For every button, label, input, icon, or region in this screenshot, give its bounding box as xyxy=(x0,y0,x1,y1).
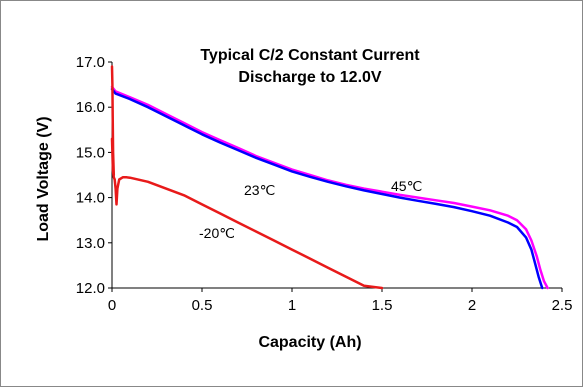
x-tick-label: 1 xyxy=(288,297,296,314)
y-tick-label: 17.0 xyxy=(76,54,105,71)
y-tick-label: 13.0 xyxy=(76,235,105,252)
annotation-23c: 23℃ xyxy=(244,182,275,198)
y-tick-label: 15.0 xyxy=(76,144,105,161)
x-axis-label: Capacity (Ah) xyxy=(258,334,361,351)
series-line-spike xyxy=(110,65,116,177)
chart-title-line1: Typical C/2 Constant Current xyxy=(200,47,420,64)
axes: 12.0 13.0 14.0 15.0 16.0 17.0 0 0.5 1 1.5 2 2.5 xyxy=(76,54,573,314)
y-tick-label: 16.0 xyxy=(76,99,105,116)
x-tick-label: 2 xyxy=(468,297,476,314)
y-tick-label: 14.0 xyxy=(76,190,105,207)
x-tick-label: 2.5 xyxy=(552,297,573,314)
y-tick-label: 12.0 xyxy=(76,280,105,297)
x-tick-label: 0.5 xyxy=(192,297,213,314)
chart-title-line2: Discharge to 12.0V xyxy=(238,69,382,86)
annotation-45c: 45℃ xyxy=(391,178,422,194)
series-group xyxy=(110,65,549,290)
annotation-minus20c: -20℃ xyxy=(199,225,235,241)
x-tick-label: 0 xyxy=(108,297,116,314)
x-tick-label: 1.5 xyxy=(372,297,393,314)
series-line-45c xyxy=(110,85,549,290)
y-axis-label: Load Voltage (V) xyxy=(35,116,52,241)
series-line-23c xyxy=(110,87,544,290)
series-line-m20c xyxy=(110,137,384,290)
